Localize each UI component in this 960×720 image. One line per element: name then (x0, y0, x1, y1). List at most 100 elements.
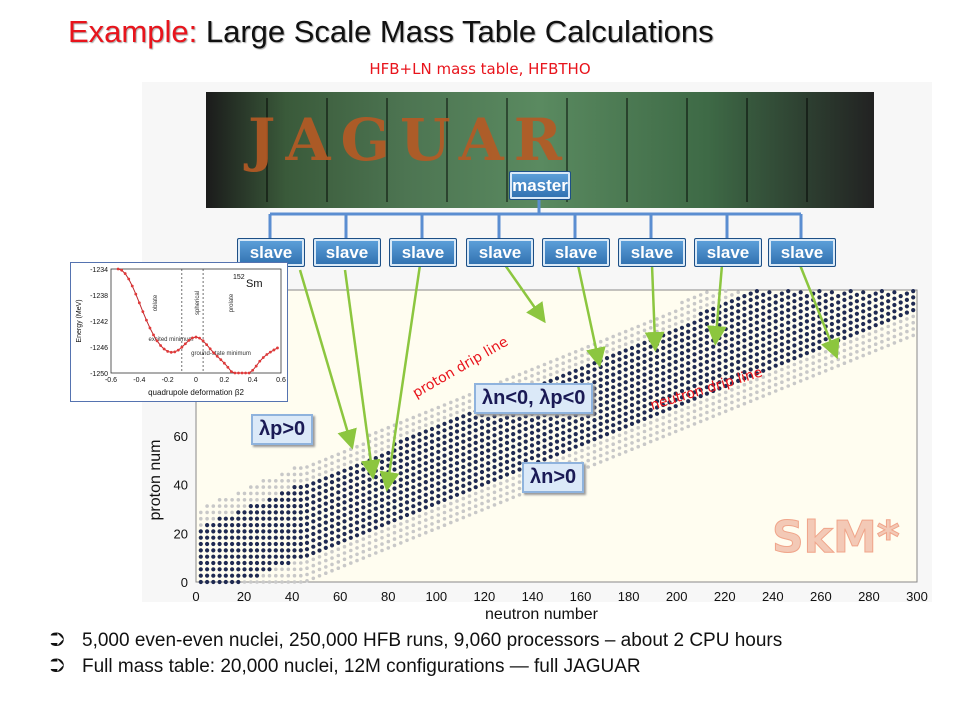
nucleus-point (448, 438, 453, 443)
inset-energy-point (116, 267, 120, 271)
nucleus-point (861, 353, 865, 358)
nucleus-point (467, 411, 472, 416)
nucleus-point (448, 482, 453, 487)
nucleus-point (442, 510, 447, 515)
nucleus-point (430, 515, 434, 520)
nucleus-point (642, 385, 647, 390)
nucleus-point (279, 535, 285, 540)
nucleus-point (823, 343, 828, 348)
nucleus-point (280, 580, 284, 584)
nucleus-point (704, 347, 710, 352)
nucleus-point (617, 351, 622, 356)
nucleus-point (386, 539, 391, 544)
nucleus-point (461, 408, 466, 412)
nucleus-point (473, 440, 478, 445)
nucleus-point (754, 345, 760, 351)
nucleus-point (461, 515, 466, 520)
nucleus-point (411, 428, 416, 433)
nucleus-point (579, 372, 585, 377)
inset-x-tick: 0.4 (248, 377, 258, 384)
nucleus-point (436, 405, 441, 410)
nucleus-point (604, 362, 610, 367)
nucleus-point (817, 365, 822, 369)
nucleus-point (673, 385, 678, 390)
nucleus-point (736, 391, 740, 396)
nucleus-point (667, 419, 672, 424)
nucleus-point (223, 516, 228, 521)
nucleus-point (311, 500, 316, 505)
nucleus-point (311, 512, 316, 518)
nucleus-point (617, 344, 622, 349)
nucleus-point (242, 535, 247, 540)
nucleus-point (679, 338, 685, 343)
x-tick-label: 0 (192, 589, 199, 604)
nucleus-point (573, 375, 578, 380)
nucleus-point (554, 452, 560, 457)
nucleus-point (692, 339, 697, 344)
y-axis-label: proton num (147, 440, 164, 521)
nucleus-point (342, 563, 347, 568)
nucleus-point (861, 296, 866, 301)
nucleus-point (273, 548, 278, 553)
nucleus-point (861, 290, 866, 295)
nucleus-point (711, 325, 716, 330)
nucleus-point (804, 306, 810, 311)
nucleus-point (555, 357, 559, 362)
nucleus-point (798, 334, 803, 339)
nucleus-point (698, 299, 703, 304)
nucleus-point (330, 461, 334, 466)
nucleus-point (748, 323, 753, 328)
nucleus-point (679, 382, 685, 387)
nucleus-point (473, 491, 478, 496)
nucleus-point (848, 314, 853, 319)
nucleus-point (686, 317, 690, 321)
nucleus-point (542, 369, 547, 373)
nucleus-point (211, 548, 216, 553)
nucleus-point (567, 453, 572, 458)
nucleus-point (661, 396, 666, 401)
nucleus-point (667, 394, 672, 399)
nucleus-point (604, 356, 610, 361)
nucleus-point (686, 392, 691, 397)
nucleus-point (280, 485, 284, 489)
nucleus-point (261, 504, 266, 509)
nucleus-point (623, 348, 628, 353)
nucleus-point (248, 523, 253, 528)
x-tick-label: 280 (858, 589, 880, 604)
nucleus-point (886, 318, 891, 323)
nucleus-point (586, 414, 591, 419)
nucleus-point (292, 580, 297, 584)
nucleus-point (286, 573, 291, 578)
nucleus-point (729, 375, 735, 380)
nucleus-point (661, 333, 666, 338)
nucleus-point (848, 295, 853, 300)
nucleus-point (367, 483, 372, 488)
nucleus-point (405, 418, 409, 422)
nucleus-point (767, 379, 772, 383)
nucleus-point (705, 404, 709, 409)
nucleus-point (754, 371, 760, 376)
nucleus-point (879, 320, 885, 325)
nucleus-point (198, 529, 203, 534)
nucleus-point (424, 423, 428, 428)
nucleus-point (517, 467, 522, 472)
nucleus-point (517, 423, 522, 428)
nucleus-point (780, 374, 784, 378)
nucleus-point (230, 498, 234, 502)
nucleus-point (679, 351, 685, 356)
nucleus-point (873, 297, 878, 302)
nucleus-point (686, 348, 691, 353)
nucleus-point (467, 487, 472, 492)
nucleus-point (405, 519, 409, 524)
nucleus-point (717, 361, 722, 366)
nucleus-point (592, 355, 597, 359)
nucleus-point (736, 302, 741, 308)
nucleus-point (611, 404, 616, 409)
nucleus-point (392, 480, 397, 485)
nucleus-point (792, 375, 797, 379)
nucleus-point (299, 573, 303, 578)
nucleus-point (605, 343, 609, 348)
nucleus-point (436, 500, 441, 505)
nucleus-point (248, 573, 253, 578)
nucleus-point (586, 357, 590, 362)
